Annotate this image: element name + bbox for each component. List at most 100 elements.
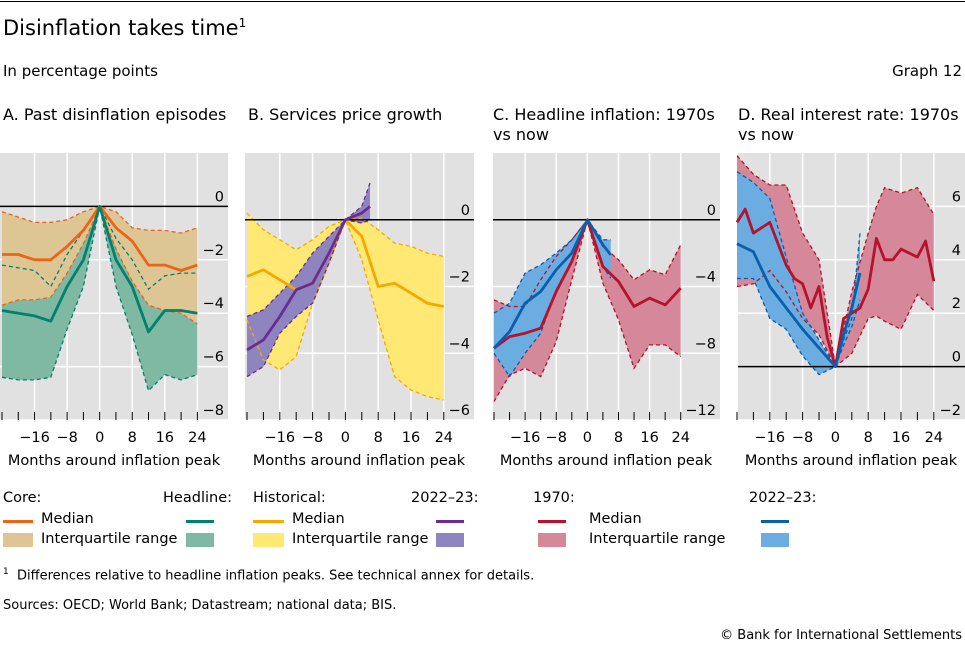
legend-cd-recent-iqr-swatch — [761, 533, 789, 547]
iqr-band — [2, 206, 198, 391]
panel-d: 6 4 2 0 −2 −16 −8 0 8 16 24 — [735, 153, 965, 446]
legend-1970-iqr-swatch — [538, 533, 566, 547]
x-tick-label: 8 — [128, 430, 137, 446]
x-tick-label: 16 — [402, 430, 420, 446]
legend-b-recent-iqr-swatch — [436, 533, 464, 547]
y-tick-label: −4 — [449, 336, 470, 352]
y-tick-label: −6 — [449, 403, 470, 419]
x-tick-label: 16 — [640, 430, 658, 446]
x-tick-label: 24 — [925, 430, 943, 446]
y-tick-label: 0 — [215, 189, 224, 205]
top-rule — [0, 1, 965, 2]
footnote: 1 Differences relative to headline infla… — [3, 567, 534, 583]
y-tick-label: −4 — [203, 296, 224, 312]
iqr-band — [2, 206, 198, 324]
iqr-upper-bound — [736, 171, 861, 369]
panel-c: 0 −4 −8 −12 −16 −8 0 8 16 24 — [492, 153, 720, 446]
x-tick-label: −8 — [302, 430, 323, 446]
legend-cd-recent-label: 2022–23: — [749, 490, 817, 506]
legend-b-recent-label: 2022–23: — [411, 490, 479, 506]
median-line — [1, 204, 198, 334]
legend-historical-label: Historical: — [253, 490, 326, 506]
iqr-upper-bound — [493, 218, 611, 314]
y-tick-label: 0 — [707, 203, 716, 219]
y-tick-label: 0 — [461, 203, 470, 219]
median-line — [246, 205, 371, 352]
legend-headline-iqr-swatch — [186, 533, 214, 547]
x-tick-label: −16 — [264, 430, 295, 446]
iqr-band — [494, 219, 681, 402]
iqr-lower-bound — [736, 269, 935, 368]
median-line — [736, 242, 862, 369]
x-tick-label: 0 — [831, 430, 840, 446]
x-tick-label: 24 — [435, 430, 453, 446]
x-tick-label: 8 — [864, 430, 873, 446]
iqr-lower-bound — [246, 219, 371, 378]
panel-d-xlabel: Months around inflation peak — [744, 453, 958, 469]
iqr-lower-bound — [246, 218, 444, 401]
x-tick-label: −16 — [510, 430, 541, 446]
median-line — [492, 218, 612, 350]
panel-a-xlabel: Months around inflation peak — [7, 453, 221, 469]
y-tick-label: 4 — [952, 243, 961, 259]
y-tick-label: 2 — [952, 296, 961, 312]
copyright: © Bank for International Settlements — [720, 628, 962, 643]
y-tick-label: 6 — [952, 189, 961, 205]
x-tick-label: −8 — [56, 430, 77, 446]
x-tick-label: 0 — [583, 430, 592, 446]
legend-core-iqr-label: Interquartile range — [41, 531, 178, 547]
x-tick-label: 8 — [614, 430, 623, 446]
legend-1970-label: 1970: — [533, 490, 575, 506]
x-tick-label: −16 — [19, 430, 50, 446]
panel-a: 0 −2 −4 −6 −8 −16 −8 0 8 16 24 — [0, 153, 228, 446]
x-tick-label: 16 — [156, 430, 174, 446]
legend-historical-median-label: Median — [292, 511, 345, 527]
panel-c-xlabel: Months around inflation peak — [499, 453, 713, 469]
legend-core-iqr-swatch — [3, 533, 33, 547]
legend-headline-median-swatch — [186, 520, 214, 523]
x-tick-label: 0 — [95, 430, 104, 446]
y-tick-label: 0 — [952, 350, 961, 366]
legend-1970-iqr-label: Interquartile range — [589, 531, 726, 547]
legend-cd-recent-median-swatch — [761, 520, 789, 523]
iqr-upper-bound — [1, 205, 198, 234]
footnote-text: Differences relative to headline inflati… — [17, 568, 535, 584]
iqr-upper-bound — [736, 155, 935, 367]
iqr-lower-bound — [737, 277, 861, 376]
graph-number: Graph 12 — [892, 62, 962, 80]
legend-core-median-swatch — [3, 520, 33, 523]
y-tick-label: −8 — [203, 403, 224, 419]
title-footnote-mark: 1 — [238, 16, 247, 30]
panel-c-title: C. Headline inflation: 1970s vs now — [493, 105, 715, 144]
sources: Sources: OECD; World Bank; Datastream; n… — [3, 598, 397, 613]
y-tick-label: −4 — [695, 270, 716, 286]
y-tick-label: −2 — [449, 270, 470, 286]
panel-b-xlabel: Months around inflation peak — [252, 453, 466, 469]
y-tick-label: −12 — [685, 403, 716, 419]
x-tick-label: 0 — [341, 430, 350, 446]
x-tick-label: 16 — [892, 430, 910, 446]
y-tick-label: −2 — [940, 403, 961, 419]
y-tick-label: −8 — [695, 336, 716, 352]
legend-b-recent-median-swatch — [436, 520, 464, 523]
footnote-mark: 1 — [3, 567, 9, 577]
legend-1970-median-swatch — [538, 520, 566, 523]
x-tick-label: −8 — [546, 430, 567, 446]
legend-headline-label: Headline: — [163, 490, 232, 506]
iqr-band — [247, 213, 444, 400]
x-tick-label: 24 — [188, 430, 206, 446]
y-tick-label: −2 — [203, 243, 224, 259]
iqr-lower-bound — [493, 219, 682, 402]
panel-b: 0 −2 −4 −6 −16 −8 0 8 16 24 — [245, 153, 474, 446]
panel-b-title: B. Services price growth — [248, 105, 443, 124]
figure-subtitle: In percentage points — [3, 62, 158, 80]
figure-title: Disinflation takes time1 — [3, 16, 246, 40]
legend-historical-median-swatch — [253, 520, 284, 523]
panel-d-title: D. Real interest rate: 1970s vs now — [738, 105, 959, 144]
legend-historical-iqr-swatch — [253, 533, 284, 547]
legend-1970-median-label: Median — [589, 511, 642, 527]
legend-core-label: Core: — [3, 490, 42, 506]
iqr-band — [737, 155, 934, 367]
